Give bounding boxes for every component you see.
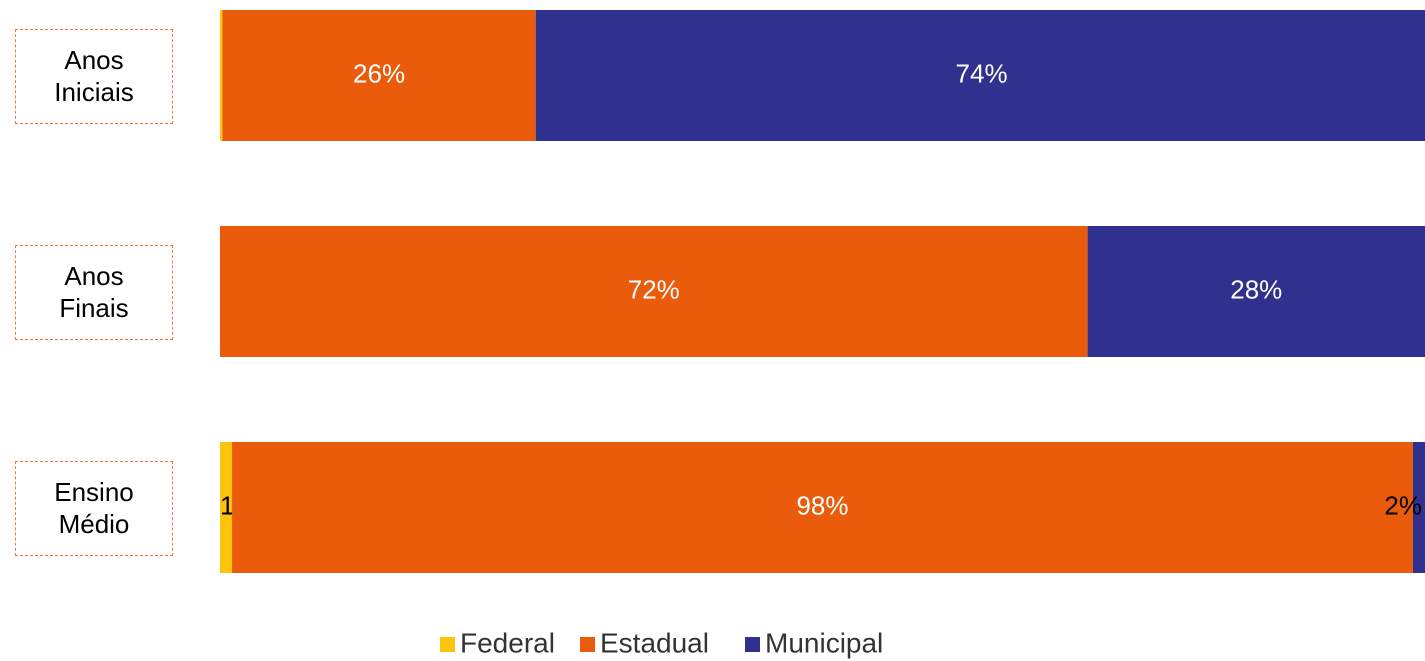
legend-label: Municipal (765, 627, 883, 658)
bar-segment (232, 442, 1413, 573)
value-label: 98% (796, 490, 848, 520)
bar-segment (220, 10, 223, 141)
value-label: 74% (956, 58, 1008, 88)
legend-swatch (745, 637, 760, 652)
legend-label: Estadual (600, 627, 709, 658)
bar-segment (1087, 226, 1425, 357)
value-label: 28% (1230, 274, 1282, 304)
category-label: Ensino Médio (15, 460, 173, 556)
legend-swatch (580, 637, 595, 652)
legend-label: Federal (460, 627, 555, 658)
bar-segment (222, 10, 536, 141)
bar-segment (220, 226, 1088, 357)
legend-swatch (440, 637, 455, 652)
value-label: 2% (1384, 490, 1422, 520)
bar-segment (1412, 442, 1425, 573)
bar-segment (535, 10, 1425, 141)
bar-segment (220, 442, 233, 573)
category-label: Anos Finais (15, 244, 173, 340)
category-label: Anos Iniciais (15, 28, 173, 124)
value-label: 26% (353, 58, 405, 88)
value-label: 72% (628, 274, 680, 304)
